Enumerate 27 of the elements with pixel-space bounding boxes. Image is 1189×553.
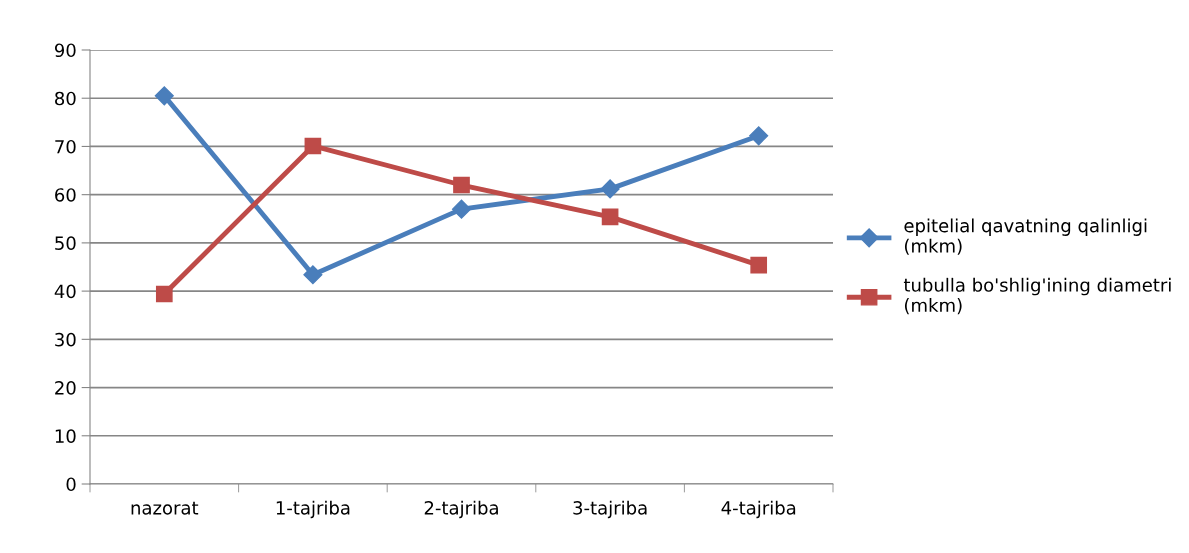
y-tick-label: 30 (55, 332, 76, 347)
x-tick-label: 3-tajriba (573, 500, 647, 519)
legend-label: tubulla bo'shlig'ining diametri (mkm) (903, 277, 1171, 315)
y-tick-label: 80 (55, 91, 76, 106)
point (154, 86, 174, 106)
x-tick-label: 1-tajriba (276, 500, 350, 519)
y-tick-label: 40 (54, 284, 76, 299)
point (451, 199, 472, 219)
y-tick-label: 90 (54, 43, 76, 58)
x-tick-label: 4-tajriba (721, 500, 796, 519)
y-tick-label: 10 (55, 429, 76, 443)
y-tick-label: 20 (55, 381, 76, 395)
x-tick-label: nazorat (131, 501, 199, 515)
point (303, 265, 323, 285)
point (453, 176, 470, 194)
point (304, 137, 322, 155)
point (601, 208, 619, 226)
y-tick-label: 70 (55, 139, 76, 154)
point (750, 256, 768, 274)
point (155, 285, 173, 303)
y-tick-label: 50 (55, 236, 76, 251)
legend-label: epitelial qavatning qalinligi (mkm) (904, 218, 1147, 255)
y-tick-label: 0 (66, 477, 76, 492)
point (749, 126, 769, 146)
x-tick-label: 2-tajriba (424, 500, 498, 519)
point (600, 179, 620, 199)
y-tick-label: 60 (55, 188, 76, 202)
